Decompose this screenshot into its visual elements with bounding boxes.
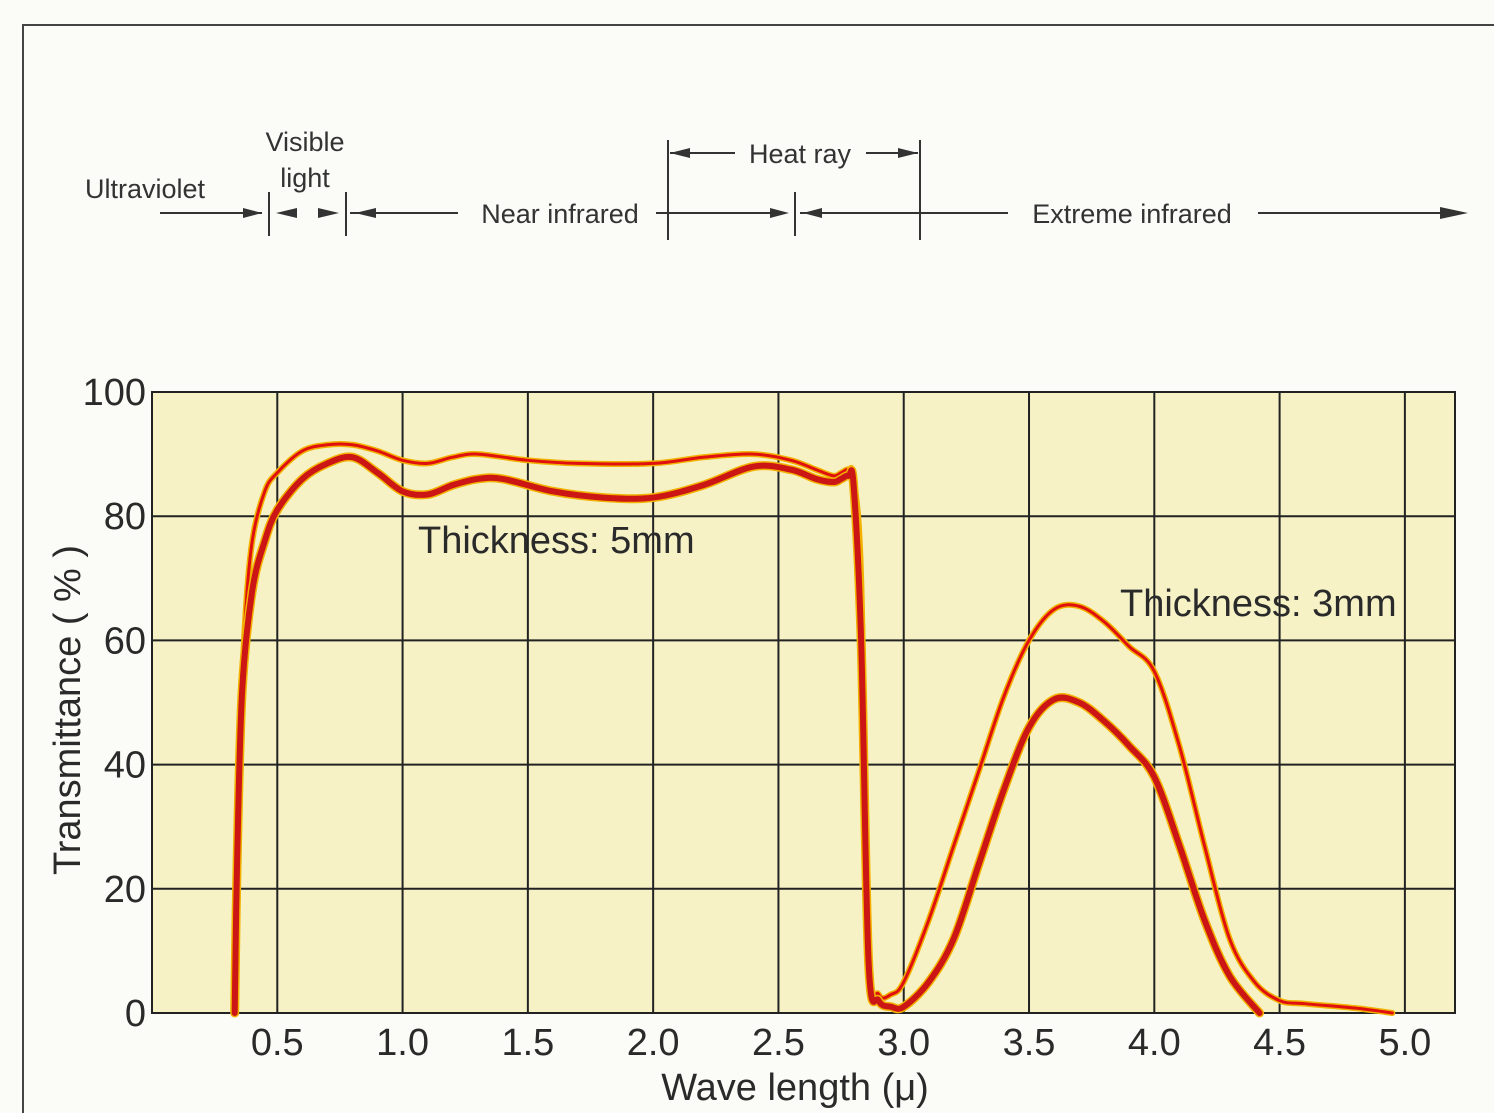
x-tick-label: 5.0 [1378,1022,1431,1064]
arrow-right-icon [770,208,789,218]
y-tick-label: 60 [104,620,146,662]
x-tick-label: 2.5 [752,1022,805,1064]
figure-frame [22,24,1494,1113]
spectrum-band-diagram: Ultraviolet Visible light Near infrared … [85,127,1468,240]
arrow-right-icon [318,208,339,218]
arrow-left-icon [355,208,376,218]
annotation-thickness-5mm: Thickness: 5mm [418,520,695,562]
y-tick-label: 0 [125,993,146,1035]
series-group [230,441,1396,1018]
arrow-left-icon [276,208,297,218]
annotation-thickness-3mm: Thickness: 3mm [1120,583,1397,625]
arrow-right-icon [1440,207,1468,219]
x-tick-label: 3.0 [877,1022,930,1064]
y-tick-label: 80 [104,496,146,538]
y-tick-label: 40 [104,745,146,787]
plot-area [151,391,1456,1014]
series-line [231,453,1263,1016]
arrow-left-icon [670,148,690,158]
band-visible-line1: Visible [265,127,344,157]
y-axis-title: Transmittance ( % ) [47,545,89,875]
x-axis-title: Wave length (μ) [661,1067,929,1109]
arrow-right-icon [898,148,918,158]
arrow-left-icon [803,208,822,218]
y-tick-label: 100 [83,372,146,414]
x-tick-label: 1.0 [376,1022,429,1064]
band-heat-ray: Heat ray [749,139,852,169]
x-tick-label: 4.0 [1128,1022,1181,1064]
tick-labels: 0.5 1.0 1.5 2.0 2.5 3.0 3.5 4.0 4.5 5.0 0 20 40 60 80 1… [83,372,1432,1064]
x-tick-label: 0.5 [251,1022,304,1064]
band-extreme-infrared: Extreme infrared [1032,199,1232,229]
x-tick-label: 2.0 [627,1022,680,1064]
band-visible-line2: light [280,163,330,193]
x-tick-label: 1.5 [501,1022,554,1064]
arrow-right-icon [243,208,262,218]
band-near-infrared: Near infrared [481,199,639,229]
x-tick-label: 3.5 [1003,1022,1056,1064]
y-tick-label: 20 [104,869,146,911]
x-tick-label: 4.5 [1253,1022,1306,1064]
band-ultraviolet: Ultraviolet [85,174,206,204]
